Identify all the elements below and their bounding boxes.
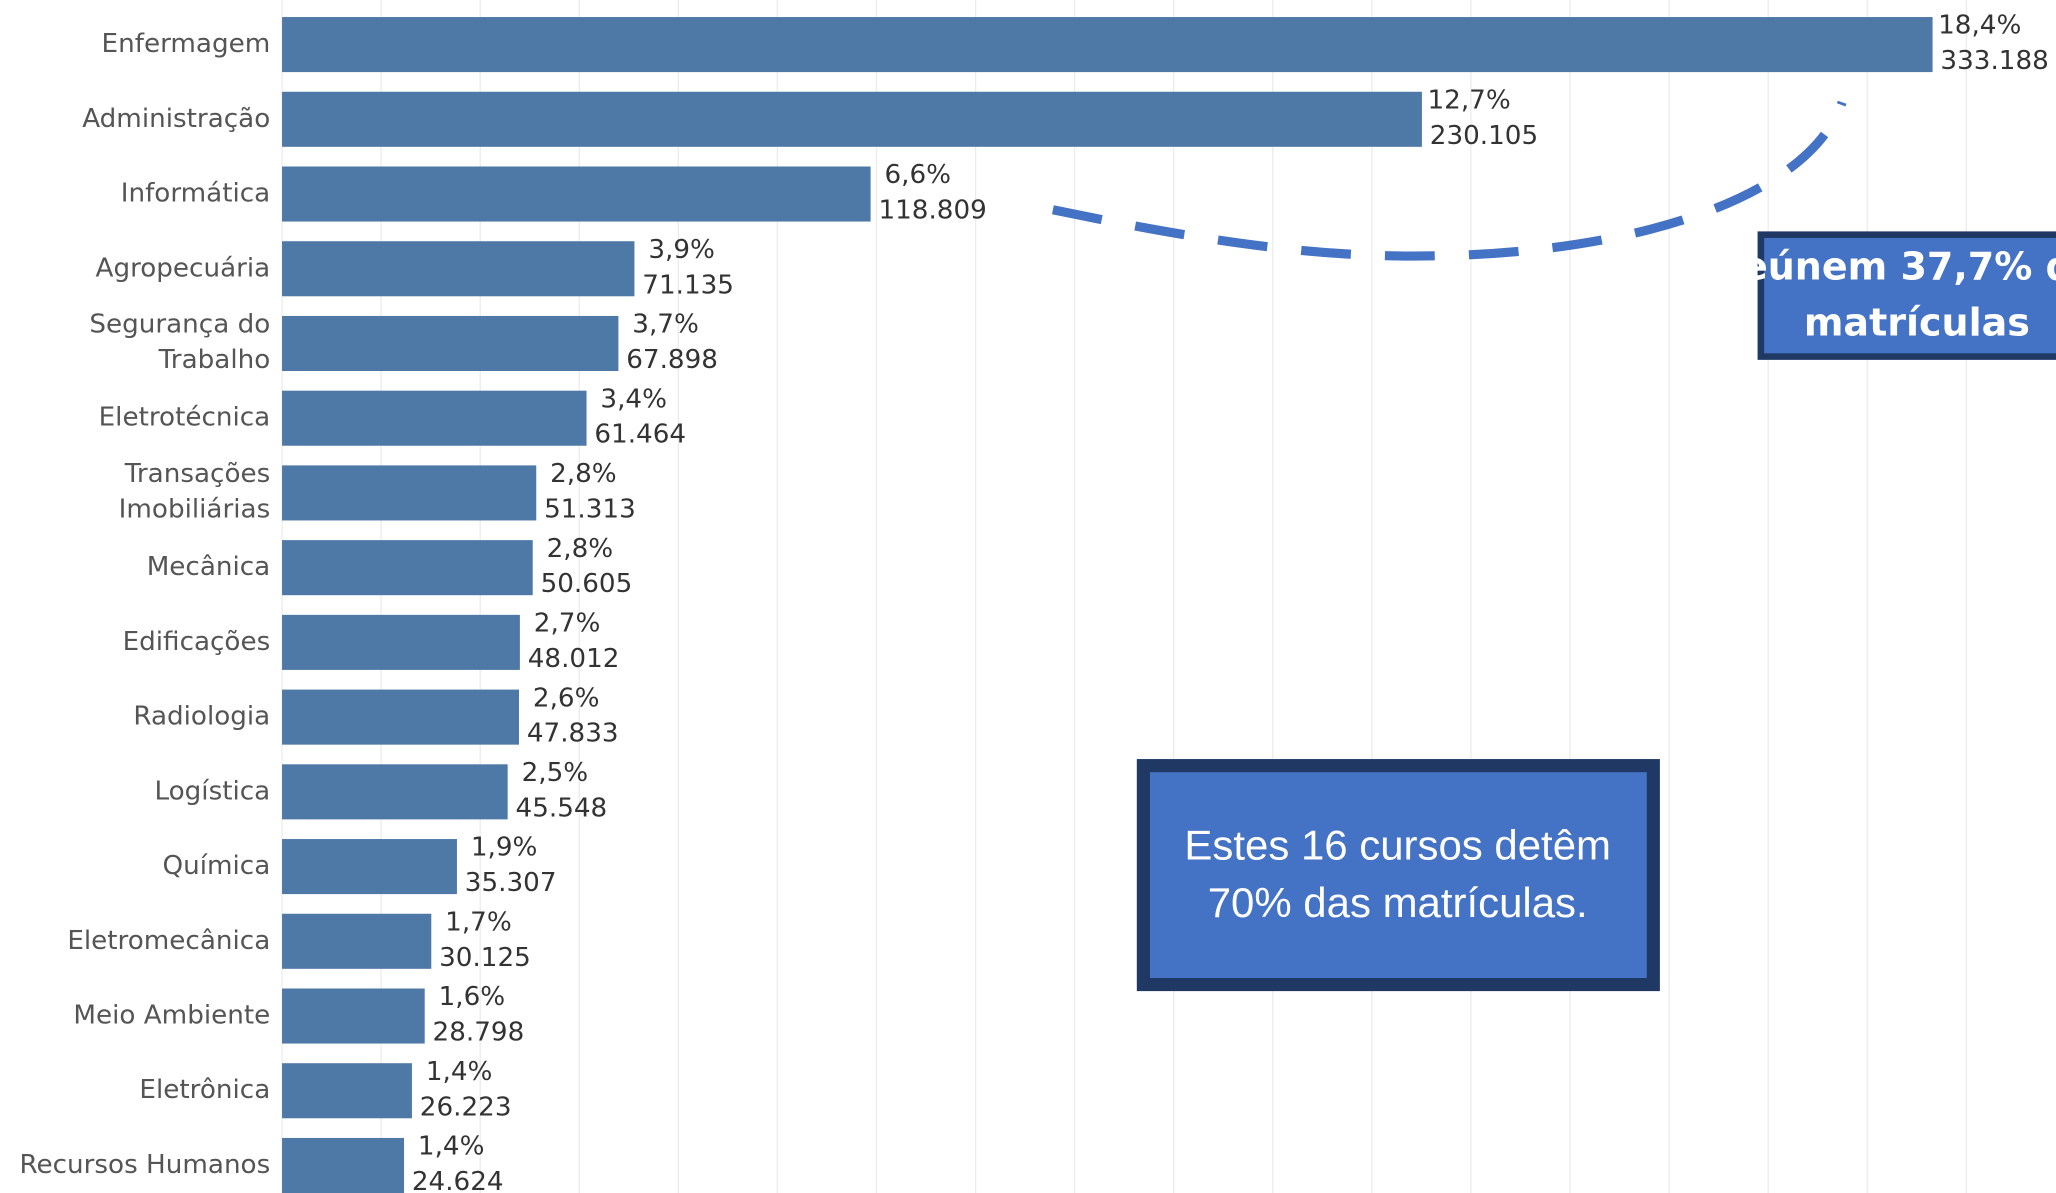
percent-label: 3,9% [648, 235, 715, 265]
bar [282, 540, 533, 596]
annotation-text: Estes 16 cursos detêm [1184, 821, 1611, 868]
annotation-text: matrículas [1804, 301, 2030, 345]
value-label: 118.809 [878, 196, 986, 226]
category-label: Meio Ambiente [73, 1001, 270, 1031]
annotation-box [1757, 231, 2056, 360]
category-label: Segurança do [89, 310, 270, 340]
category-label: Transações [124, 459, 271, 489]
value-label: 26.223 [420, 1092, 512, 1122]
value-label: 50.605 [541, 569, 633, 599]
percent-label: 18,4% [1938, 11, 2021, 41]
value-label: 67.898 [626, 345, 718, 375]
bar [282, 315, 619, 372]
value-label: 47.833 [527, 719, 619, 749]
category-label: Química [162, 851, 270, 881]
value-label: 230.105 [1430, 121, 1538, 151]
bar [282, 614, 520, 670]
bar [282, 166, 871, 222]
category-label: Trabalho [158, 345, 271, 375]
bar [282, 17, 1933, 73]
annotation-text: Reúnem 37,7% das [1713, 244, 2056, 288]
percent-label: 2,5% [522, 758, 589, 788]
category-label: Eletromecânica [67, 926, 270, 956]
percent-label: 2,8% [547, 534, 614, 564]
bar [282, 764, 508, 820]
value-label: 24.624 [412, 1167, 504, 1193]
percent-label: 2,8% [550, 459, 617, 489]
percent-label: 1,9% [471, 833, 538, 863]
percent-label: 3,4% [600, 384, 667, 414]
value-label: 61.464 [594, 420, 686, 450]
value-label: 35.307 [465, 868, 557, 898]
percent-label: 2,6% [533, 683, 600, 713]
bar [282, 913, 432, 969]
value-label: 28.798 [433, 1018, 525, 1048]
category-label: Imobiliárias [119, 494, 271, 524]
value-label: 48.012 [528, 644, 620, 674]
category-label: Recursos Humanos [19, 1150, 270, 1180]
category-label: Edificações [123, 627, 271, 657]
annotation-box [1136, 759, 1660, 992]
bar [282, 465, 537, 521]
bar [282, 91, 1422, 147]
bar [282, 241, 635, 297]
dashed-arc [1051, 100, 1847, 261]
category-label: Eletrônica [139, 1075, 270, 1105]
value-label: 45.548 [516, 793, 608, 823]
category-label: Agropecuária [96, 253, 271, 283]
bar [282, 988, 425, 1044]
bars: 18,4% 333.188 12,7% 230.105 6,6% 118.809 3,9% 7… [282, 11, 2049, 1193]
percent-label: 1,7% [445, 907, 512, 937]
percent-label: 6,6% [885, 160, 952, 190]
bar [282, 390, 587, 446]
category-label: Mecânica [147, 552, 271, 582]
value-label: 71.135 [642, 270, 734, 300]
bar [282, 1063, 412, 1119]
value-label: 333.188 [1940, 46, 2048, 76]
percent-label: 12,7% [1428, 85, 1511, 115]
bar [282, 689, 520, 745]
bar [282, 839, 457, 895]
value-label: 30.125 [439, 943, 531, 973]
percent-label: 3,7% [632, 310, 699, 340]
percent-label: 2,7% [534, 609, 601, 639]
bar [282, 1137, 405, 1193]
value-label: 51.313 [544, 494, 636, 524]
percent-label: 1,6% [439, 982, 506, 1012]
category-label: Enfermagem [102, 29, 271, 59]
annotation-text: 70% das matrículas. [1208, 879, 1588, 926]
category-label: Administração [82, 104, 270, 134]
category-label: Radiologia [133, 702, 270, 732]
category-label: Eletrotécnica [99, 403, 271, 433]
percent-label: 1,4% [426, 1057, 493, 1087]
percent-label: 1,4% [418, 1132, 485, 1162]
category-label: Logística [154, 776, 270, 806]
category-label: Informática [121, 179, 271, 209]
